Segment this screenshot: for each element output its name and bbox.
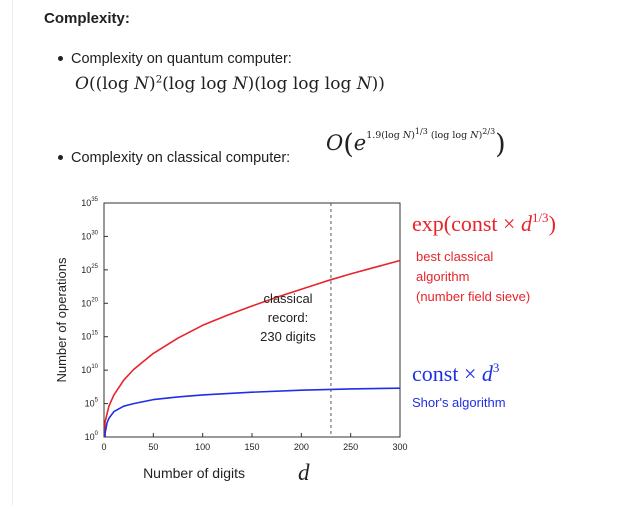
quantum-label: Complexity on quantum computer: <box>71 51 292 67</box>
classical-label-line1: best classical <box>416 249 493 264</box>
bullet-icon <box>58 55 63 61</box>
chart-axes <box>103 202 401 438</box>
x-axis-variable: d <box>298 460 310 485</box>
y-axis-label: Number of operations <box>54 257 69 383</box>
classical-complexity-formula: O(e1.9(log N)1/3 (log log N)2/3) <box>326 126 506 160</box>
classical-series-line <box>104 259 401 437</box>
y-tick-label: 1035 <box>81 197 98 208</box>
shor-growth-formula: const × d3 <box>412 360 499 386</box>
classical-growth-formula: exp(const × d1/3) <box>412 210 556 236</box>
chart-series <box>104 259 401 437</box>
y-tick-labels: 100 105 1010 1015 1020 1025 1030 1035 <box>81 197 98 442</box>
shor-label: Shor's algorithm <box>412 395 506 410</box>
x-axis-label: Number of digits <box>143 465 245 481</box>
x-tick-label: 50 <box>148 442 158 452</box>
list-item-quantum: Complexity on quantum computer: <box>58 51 292 67</box>
y-tick-label: 1010 <box>81 364 98 375</box>
quantum-complexity-formula: O((log N)2(log log N)(log log log N)) <box>75 74 385 94</box>
content-left-rule <box>12 0 13 505</box>
record-label-line: classical <box>263 291 312 306</box>
record-marker: classical record: 230 digits <box>260 203 332 437</box>
bullet-icon <box>58 154 63 160</box>
y-tick-label: 1025 <box>81 264 98 275</box>
shor-series-line <box>104 387 401 437</box>
x-tick-label: 150 <box>244 442 259 452</box>
plot-frame <box>103 202 401 438</box>
x-tick-labels: 0 50 100 150 200 250 300 <box>101 442 407 452</box>
classical-label: Complexity on classical computer: <box>71 150 291 166</box>
x-tick-label: 250 <box>343 442 358 452</box>
y-tick-label: 1030 <box>81 230 98 241</box>
y-tick-label: 1015 <box>81 331 98 342</box>
record-label-line: record: <box>268 310 308 325</box>
section-heading: Complexity: <box>44 10 130 27</box>
y-tick-label: 1020 <box>81 297 98 308</box>
x-tick-label: 0 <box>101 442 106 452</box>
x-tick-label: 100 <box>195 442 210 452</box>
classical-label-line3: (number field sieve) <box>416 289 530 304</box>
list-item-classical: Complexity on classical computer: <box>58 150 290 166</box>
y-tick-label: 100 <box>85 431 99 442</box>
x-tick-label: 300 <box>392 442 407 452</box>
x-tick-label: 200 <box>294 442 309 452</box>
classical-label-line2: algorithm <box>416 269 469 284</box>
record-label-line: 230 digits <box>260 329 316 344</box>
y-tick-label: 105 <box>85 398 99 409</box>
